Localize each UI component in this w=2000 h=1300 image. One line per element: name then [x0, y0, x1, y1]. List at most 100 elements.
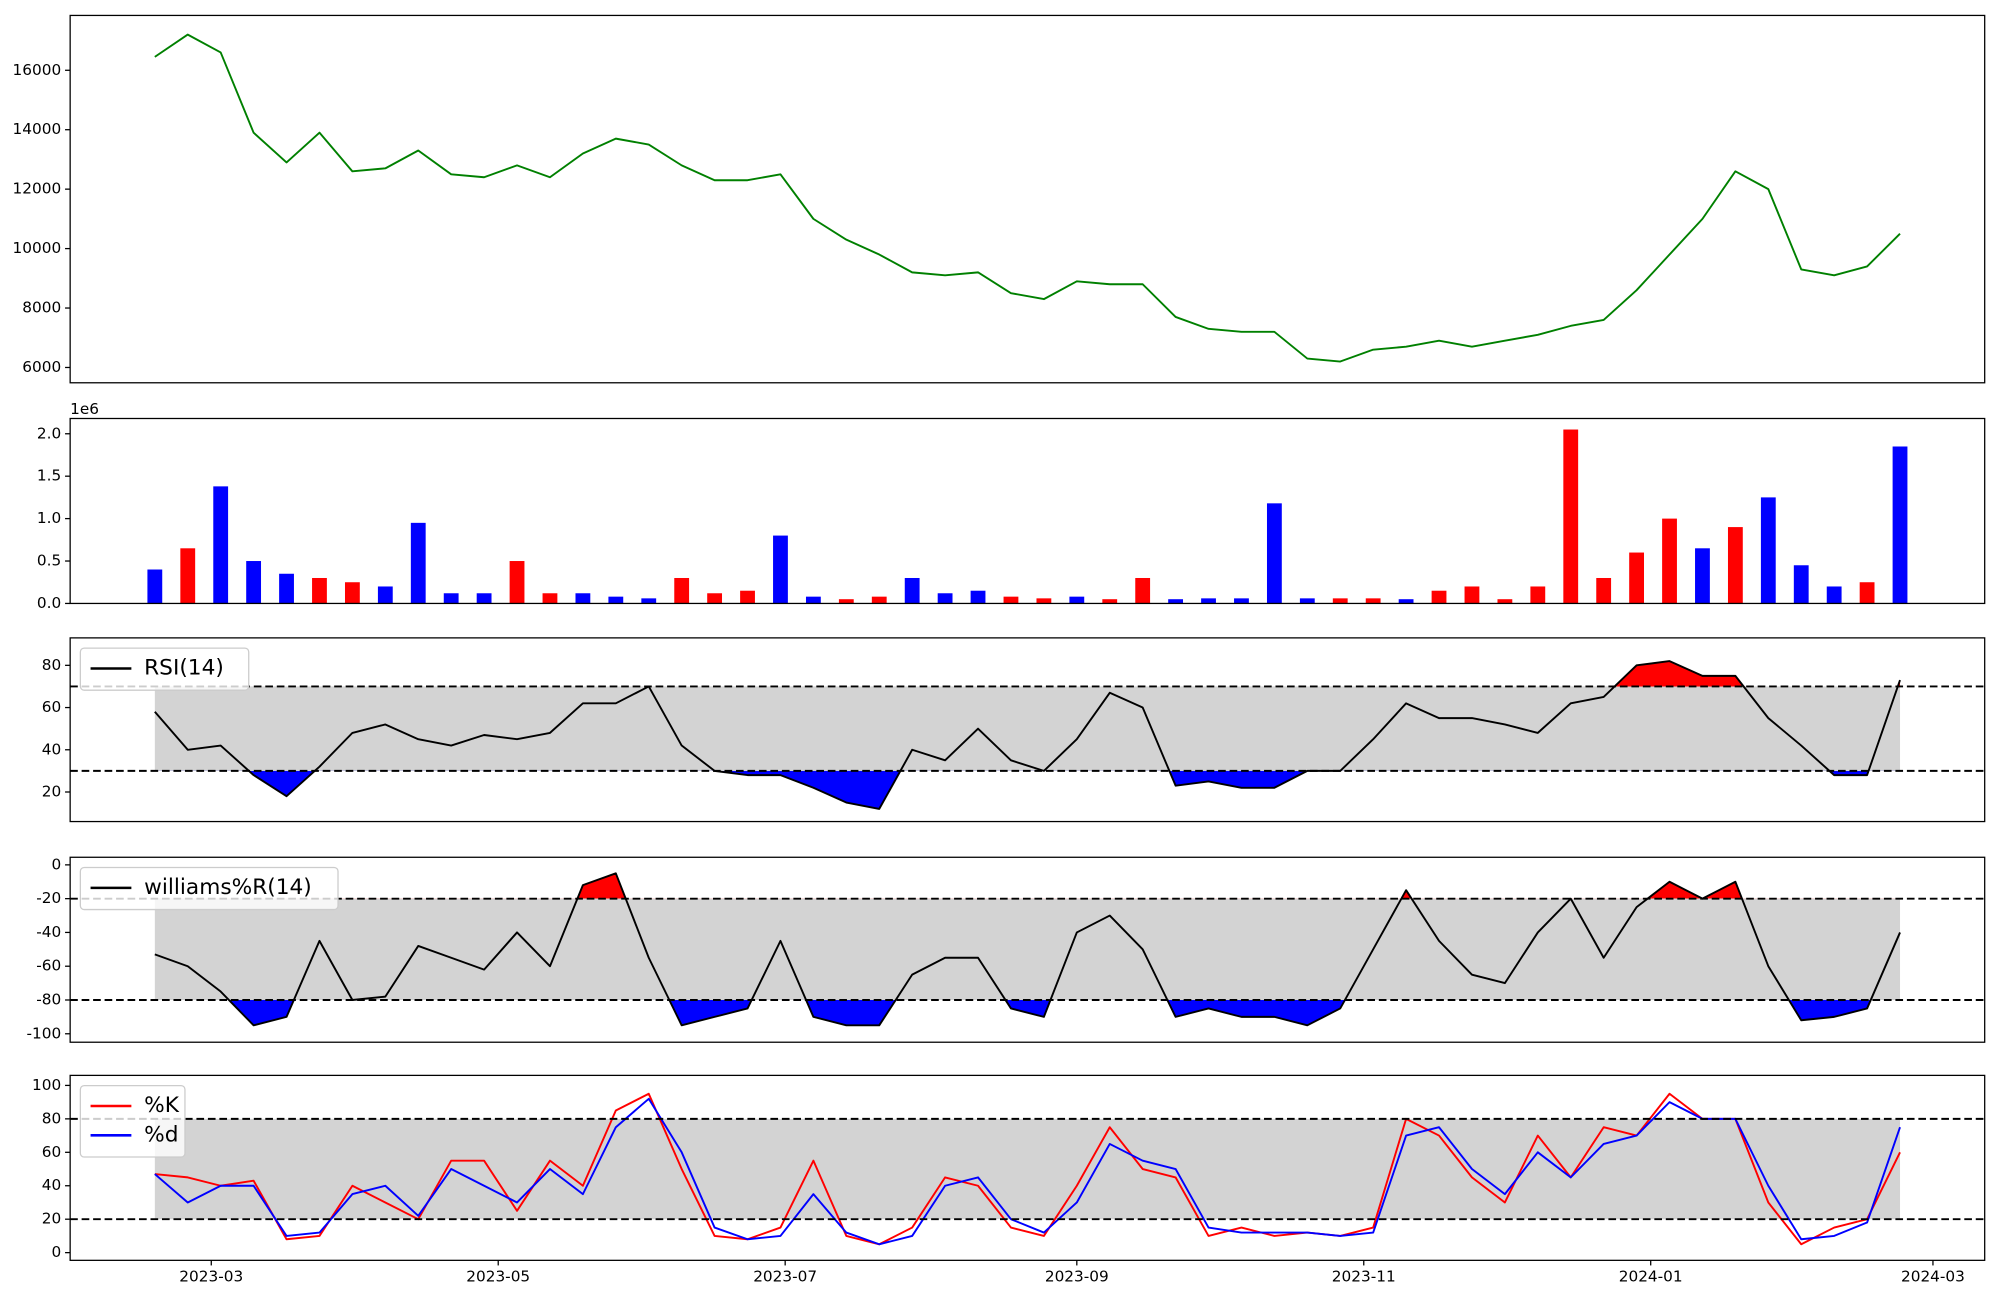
volume-bar	[1695, 548, 1710, 604]
y-tick-label: 0.5	[37, 552, 61, 570]
legend-label: %d	[144, 1122, 178, 1147]
legend-box	[79, 647, 250, 691]
x-tick-label: 2023-05	[466, 1267, 530, 1285]
y-tick-label: -80	[36, 990, 61, 1008]
y-tick-label: 80	[42, 656, 61, 674]
volume-bar	[1793, 565, 1809, 604]
volume-bar	[773, 535, 788, 604]
y-tick-label: 6000	[22, 358, 61, 376]
volume-bar	[1563, 429, 1579, 604]
volume-bar	[1069, 596, 1085, 604]
volume-bar	[1201, 598, 1216, 604]
volume-bar	[476, 593, 492, 604]
y-tick-label: 14000	[13, 120, 62, 138]
y-tick-label: 0	[51, 855, 61, 873]
threshold-band	[154, 686, 1901, 771]
y-tick-label: 40	[42, 740, 61, 758]
volume-bar	[1662, 518, 1677, 604]
legend-box	[79, 866, 339, 911]
y-tick-label: -40	[36, 923, 61, 941]
volume-bar	[377, 586, 393, 604]
volume-bar	[1497, 599, 1513, 604]
y-tick-label: 100	[32, 1076, 61, 1094]
volume-bar	[805, 596, 821, 604]
overbought-fill	[1614, 661, 1901, 687]
volume-bar	[410, 522, 426, 604]
volume-bar	[180, 548, 196, 604]
series-line	[154, 872, 1901, 1027]
y-tick-label: 60	[42, 698, 61, 716]
volume-bar	[1299, 598, 1315, 604]
series-line	[154, 1092, 1901, 1246]
y-tick-label: 2.0	[37, 424, 61, 442]
volume-bar	[904, 577, 920, 604]
axes-frame	[69, 1074, 1986, 1261]
y-tick-label: 0.0	[37, 594, 61, 612]
axes-frame	[69, 856, 1986, 1043]
volume-bar	[1135, 577, 1151, 604]
y-tick-label: 8000	[22, 299, 61, 317]
volume-bar	[970, 590, 986, 604]
y-tick-label: 1.0	[37, 509, 61, 527]
y-tick-label: 12000	[13, 180, 62, 198]
y-tick-label: -20	[36, 889, 61, 907]
y-tick-label: 20	[42, 782, 61, 800]
volume-bar	[1036, 598, 1052, 604]
legend-box	[79, 1084, 186, 1158]
volume-bar	[575, 593, 591, 604]
x-tick-label: 2023-07	[753, 1267, 817, 1285]
volume-bar	[707, 593, 723, 604]
volume-bar	[1760, 497, 1776, 604]
volume-bar	[1168, 599, 1184, 604]
volume-bar	[246, 561, 262, 604]
volume-bar	[1596, 577, 1612, 604]
series-line	[154, 33, 1901, 363]
volume-bar	[1365, 598, 1381, 604]
series-line	[154, 660, 1901, 810]
volume-bar	[1398, 599, 1414, 604]
y-tick-label: 1.5	[37, 467, 61, 485]
volume-bar	[509, 561, 525, 604]
volume-bar	[542, 593, 558, 604]
y-tick-label: 10000	[13, 239, 62, 257]
volume-bar	[1859, 582, 1875, 604]
volume-bar	[937, 593, 953, 604]
volume-bar	[312, 577, 327, 604]
volume-bar	[1431, 590, 1447, 604]
volume-bar	[1234, 598, 1249, 604]
volume-bar	[1629, 552, 1645, 604]
volume-bar	[1826, 586, 1842, 604]
x-tick-label: 2024-03	[1901, 1267, 1965, 1285]
axes-frame	[69, 417, 1986, 605]
volume-bar	[1727, 527, 1743, 604]
series-line	[154, 1097, 1901, 1246]
y-tick-label: -60	[36, 957, 61, 975]
volume-bar	[1530, 586, 1546, 604]
legend-label: %K	[144, 1093, 180, 1118]
volume-bar	[443, 593, 459, 604]
volume-bar	[1332, 598, 1348, 604]
volume-bar	[344, 582, 360, 604]
y-tick-label: 40	[42, 1176, 61, 1194]
legend-label: williams%R(14)	[144, 875, 312, 900]
y-tick-label: 80	[42, 1109, 61, 1127]
volume-bar	[1892, 446, 1908, 604]
offset-text: 1e6	[70, 400, 99, 418]
legend-label: RSI(14)	[144, 655, 224, 680]
axes-frame	[69, 637, 1986, 823]
volume-bar	[740, 590, 755, 604]
volume-bar	[871, 596, 887, 604]
x-tick-label: 2023-03	[179, 1267, 243, 1285]
volume-bar	[147, 569, 163, 604]
y-tick-label: 16000	[13, 61, 62, 79]
axes-frame	[69, 14, 1986, 384]
volume-bar	[1464, 586, 1480, 604]
volume-bar	[608, 596, 624, 604]
volume-bar	[1266, 503, 1282, 604]
x-tick-label: 2023-11	[1332, 1267, 1396, 1285]
volume-bar	[674, 577, 690, 604]
volume-bar	[279, 573, 294, 604]
x-tick-label: 2024-01	[1619, 1267, 1683, 1285]
y-tick-label: 20	[42, 1210, 61, 1228]
